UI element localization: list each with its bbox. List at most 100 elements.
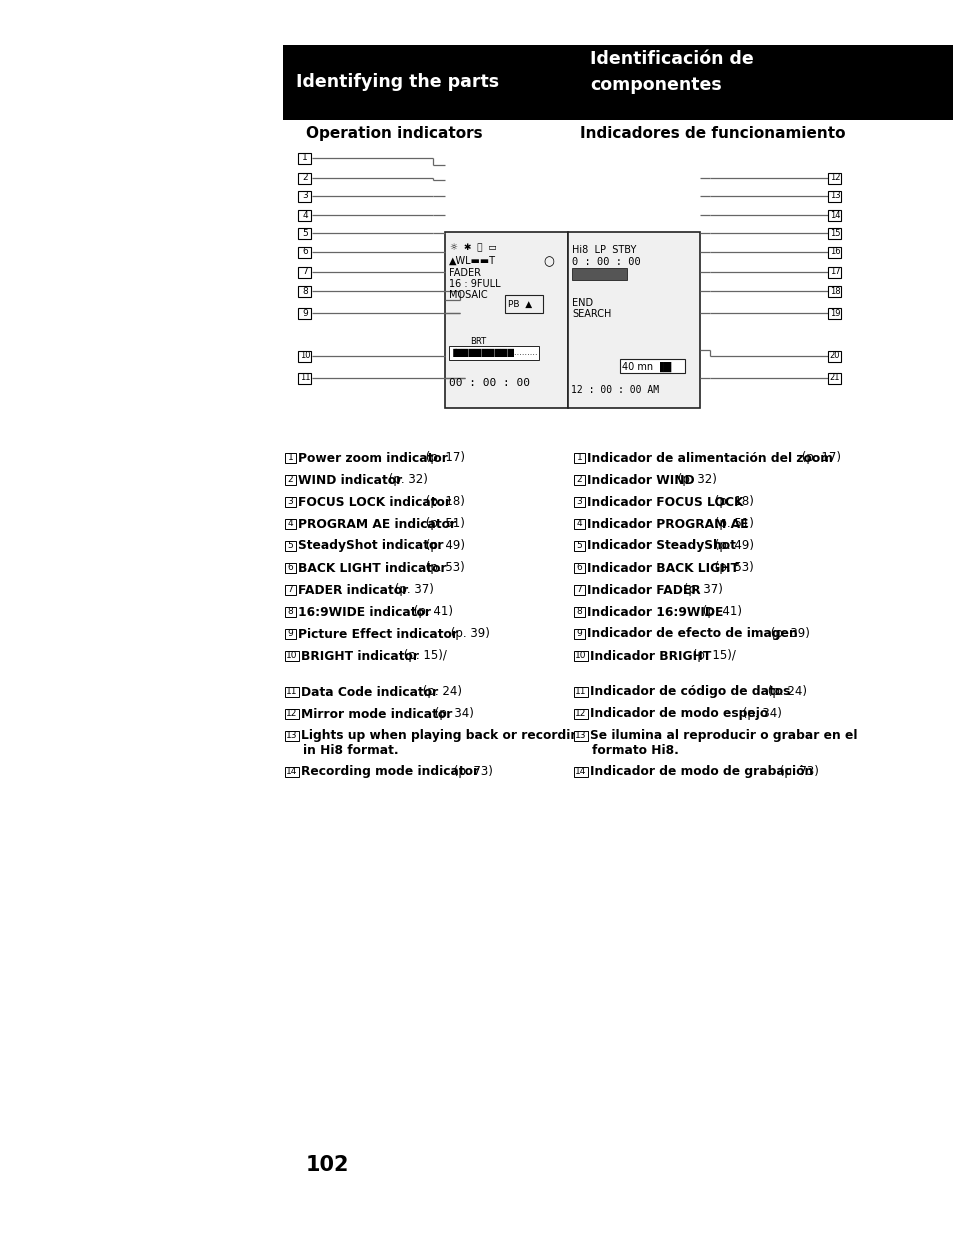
Text: 2: 2 bbox=[302, 174, 308, 182]
Bar bbox=[298, 350, 312, 361]
Text: SEARCH: SEARCH bbox=[572, 309, 611, 319]
Bar bbox=[444, 232, 567, 408]
Text: Hi8  LP  STBY: Hi8 LP STBY bbox=[572, 245, 636, 255]
Text: BRT: BRT bbox=[470, 337, 486, 346]
Bar bbox=[567, 232, 700, 408]
Bar bbox=[574, 563, 584, 573]
Text: Lights up when playing back or recording: Lights up when playing back or recording bbox=[301, 730, 587, 742]
Text: BRIGHT indicator: BRIGHT indicator bbox=[301, 650, 418, 662]
Text: 2: 2 bbox=[288, 476, 293, 485]
Text: WIND indicator: WIND indicator bbox=[297, 473, 402, 487]
Text: 1: 1 bbox=[287, 454, 294, 462]
Text: 00 : 00 : 00: 00 : 00 : 00 bbox=[449, 379, 530, 388]
Text: (p. 39): (p. 39) bbox=[446, 628, 489, 640]
Bar bbox=[827, 286, 841, 296]
Text: Identificación de
componentes: Identificación de componentes bbox=[589, 51, 753, 94]
Text: (p. 34): (p. 34) bbox=[431, 708, 474, 720]
Bar bbox=[285, 607, 295, 616]
Text: 21: 21 bbox=[829, 374, 840, 382]
Text: formato Hi8.: formato Hi8. bbox=[592, 743, 679, 757]
Text: 3: 3 bbox=[302, 191, 308, 201]
Text: (p. 49): (p. 49) bbox=[710, 540, 753, 552]
Text: (p. 37): (p. 37) bbox=[391, 583, 434, 597]
Bar bbox=[283, 44, 953, 120]
Text: (p. 32): (p. 32) bbox=[673, 473, 716, 487]
Bar bbox=[572, 268, 626, 280]
Text: Indicador 16:9WIDE: Indicador 16:9WIDE bbox=[586, 605, 722, 619]
Text: 5: 5 bbox=[287, 541, 294, 550]
Text: Indicador SteadyShot: Indicador SteadyShot bbox=[586, 540, 735, 552]
Text: (p. 17): (p. 17) bbox=[421, 451, 464, 465]
Text: 1: 1 bbox=[302, 153, 308, 163]
Text: Indicador de modo de grabación: Indicador de modo de grabación bbox=[589, 766, 812, 778]
Bar bbox=[574, 709, 587, 719]
Bar bbox=[285, 651, 298, 661]
Text: BACK LIGHT indicator: BACK LIGHT indicator bbox=[297, 561, 446, 575]
Text: (p. 73): (p. 73) bbox=[775, 766, 818, 778]
Text: (p. 73): (p. 73) bbox=[449, 766, 492, 778]
Text: (p. 24): (p. 24) bbox=[762, 686, 805, 699]
Bar bbox=[285, 687, 298, 697]
Text: 10: 10 bbox=[299, 351, 310, 360]
Bar bbox=[574, 497, 584, 507]
Text: (p. 15)/: (p. 15)/ bbox=[688, 650, 736, 662]
Text: 9: 9 bbox=[576, 630, 581, 639]
Bar bbox=[298, 153, 312, 164]
Text: 11: 11 bbox=[286, 688, 297, 697]
Bar bbox=[574, 475, 584, 485]
Text: Se ilumina al reproducir o grabar en el: Se ilumina al reproducir o grabar en el bbox=[589, 730, 857, 742]
Text: Indicador de modo espejo: Indicador de modo espejo bbox=[589, 708, 767, 720]
Bar bbox=[285, 497, 295, 507]
Text: 4: 4 bbox=[302, 211, 308, 219]
Bar bbox=[574, 687, 587, 697]
Text: Data Code indicator: Data Code indicator bbox=[301, 686, 437, 699]
Text: 13: 13 bbox=[286, 731, 297, 741]
Text: 8: 8 bbox=[302, 286, 308, 296]
Text: (p. 32): (p. 32) bbox=[384, 473, 427, 487]
Text: Indicador de efecto de imagen: Indicador de efecto de imagen bbox=[586, 628, 797, 640]
Bar bbox=[574, 651, 587, 661]
Text: 2: 2 bbox=[576, 476, 581, 485]
Text: Indicador de alimentación del zoom: Indicador de alimentación del zoom bbox=[586, 451, 832, 465]
Text: FADER indicator: FADER indicator bbox=[297, 583, 408, 597]
Text: 7: 7 bbox=[302, 268, 308, 276]
Bar bbox=[298, 247, 312, 258]
Text: 15: 15 bbox=[829, 228, 840, 238]
Text: (p. 39): (p. 39) bbox=[766, 628, 809, 640]
Text: 20: 20 bbox=[829, 351, 840, 360]
Text: Operation indicators: Operation indicators bbox=[306, 126, 482, 141]
Bar bbox=[298, 228, 312, 238]
Bar bbox=[285, 767, 298, 777]
Bar bbox=[827, 372, 841, 383]
Text: Recording mode indicator: Recording mode indicator bbox=[301, 766, 478, 778]
Text: ☼  ✱  🔒  ▭: ☼ ✱ 🔒 ▭ bbox=[450, 243, 497, 252]
Text: (p. 15)/: (p. 15)/ bbox=[399, 650, 447, 662]
Text: (p. 51): (p. 51) bbox=[421, 518, 464, 530]
Text: 40 mn ▐█: 40 mn ▐█ bbox=[621, 363, 671, 372]
Text: 16:9WIDE indicator: 16:9WIDE indicator bbox=[297, 605, 431, 619]
Bar bbox=[298, 191, 312, 201]
Text: 16 : 9FULL: 16 : 9FULL bbox=[449, 279, 500, 289]
Text: SteadyShot indicator: SteadyShot indicator bbox=[297, 540, 443, 552]
Bar bbox=[574, 629, 584, 639]
Text: 14: 14 bbox=[286, 767, 297, 777]
Text: 13: 13 bbox=[575, 731, 586, 741]
Bar bbox=[449, 346, 538, 360]
Text: 13: 13 bbox=[829, 191, 840, 201]
Text: in Hi8 format.: in Hi8 format. bbox=[303, 743, 398, 757]
Bar bbox=[827, 228, 841, 238]
Text: 1: 1 bbox=[576, 454, 581, 462]
Text: 0 : 00 : 00: 0 : 00 : 00 bbox=[572, 256, 640, 268]
Text: (p. 53): (p. 53) bbox=[710, 561, 753, 575]
Bar bbox=[827, 247, 841, 258]
Bar bbox=[298, 210, 312, 221]
Text: (p. 18): (p. 18) bbox=[710, 496, 753, 508]
Text: 12: 12 bbox=[575, 709, 586, 719]
Text: Indicador FADER: Indicador FADER bbox=[586, 583, 700, 597]
Text: (p. 37): (p. 37) bbox=[679, 583, 722, 597]
Text: 10: 10 bbox=[286, 651, 297, 661]
Text: (p. 53): (p. 53) bbox=[421, 561, 464, 575]
Text: END: END bbox=[572, 298, 593, 308]
Text: 3: 3 bbox=[576, 497, 581, 507]
Bar bbox=[827, 191, 841, 201]
